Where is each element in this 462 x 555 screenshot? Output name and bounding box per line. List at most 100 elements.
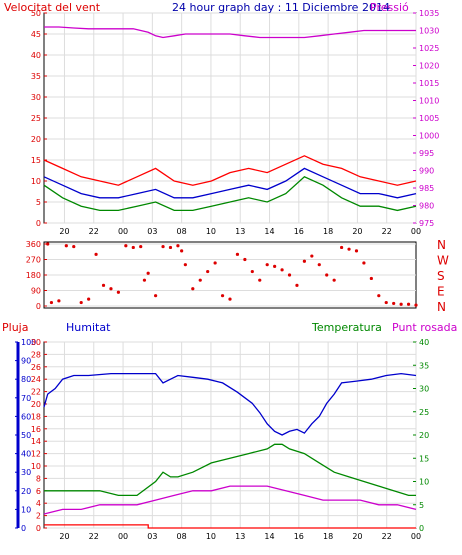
x-tick-label: 10 [206,227,216,236]
wind-speed-tick-label: 45 [31,30,41,39]
wind-speed-label: Velocitat del vent [4,1,101,14]
direction-point [273,264,277,268]
x-tick-label: 00 [411,227,421,236]
direction-tick-label: 0 [36,302,41,311]
pressure-line [44,26,416,39]
direction-point [87,297,91,301]
compass-label: W [437,254,449,268]
direction-tick-label: 180 [26,271,41,280]
direction-point [287,273,292,277]
pressure-tick-label: 1005 [419,114,439,123]
wind-speed-tick-label: 0 [36,219,41,228]
pressure-tick-label: 1015 [419,79,439,88]
direction-axis: 0 90 180 270 360 [26,240,47,311]
direction-point [310,254,314,258]
direction-point [220,294,225,298]
dewpoint-label: Punt rosada [392,321,457,334]
temperature-tick-label: 15 [419,454,429,463]
x-tick-label: 03 [147,532,157,541]
x-tick-label: 00 [118,532,128,541]
pressure-tick-label: 980 [419,202,434,211]
direction-point [384,300,388,305]
direction-point [347,247,351,251]
x-tick-label: 08 [177,227,187,236]
rain-tick-label: 10 [31,462,41,471]
x-tick-label: 20 [352,227,362,236]
pressure-tick-label: 985 [419,184,434,193]
wind-speed-axis: 0 5 10 15 20 25 30 35 40 45 50 [31,9,47,228]
direction-point [302,259,306,263]
direction-tick-label: 90 [31,287,41,296]
temperature-tick-label: 5 [419,501,424,510]
direction-point [235,252,240,256]
wind-speed-tick-label: 50 [31,9,41,18]
direction-point [213,261,217,265]
wind-speed-tick-label: 30 [31,93,41,102]
direction-tick-label: 270 [26,256,41,265]
temperature-tick-label: 40 [419,338,429,347]
direction-point [392,301,396,306]
wind-line-gust [43,155,417,186]
direction-point [317,263,321,267]
rain-tick-label: 22 [31,388,41,397]
x-tick-label: 16 [294,532,304,541]
direction-point [206,269,210,274]
pressure-tick-label: 1025 [419,44,439,53]
direction-point [49,300,54,305]
direction-point [176,244,180,248]
wind-grid [44,12,417,224]
pressure-tick-label: 1010 [419,97,439,106]
x-tick-label: 13 [235,532,245,541]
pressure-tick-label: 1030 [419,27,439,36]
pressure-tick-label: 990 [419,167,434,176]
wind-x-axis: 20 22 00 03 08 10 13 14 16 18 20 22 00 [59,227,421,236]
humidity-tick-label: 100 [21,338,36,347]
x-tick-label: 22 [382,227,392,236]
series-line-Temperatura [44,443,416,497]
x-tick-label: 22 [382,532,392,541]
humidity-tick-label: 70 [21,394,31,403]
humidity-tick-label: 90 [21,357,31,366]
rain-tick-label: 12 [31,450,41,459]
humidity-x-axis: 20 22 00 03 08 10 13 14 16 18 20 22 00 [59,532,421,541]
x-tick-label: 13 [235,227,245,236]
direction-point [183,263,187,267]
compass-label: S [437,269,445,283]
direction-point [101,283,106,287]
direction-point [198,278,202,282]
direction-point [139,244,143,249]
temperature-tick-label: 0 [419,524,424,533]
humidity-series [43,372,417,529]
direction-point [406,302,411,306]
compass-label: E [437,285,445,299]
series-line-Punt rosada [43,485,417,515]
wind-speed-tick-label: 15 [31,156,41,165]
humidity-tick-label: 10 [21,505,31,514]
wind-speed-tick-label: 40 [31,51,41,60]
humidity-tick-label: 30 [21,468,31,477]
pressure-label: Pressió [370,1,409,14]
temperature-tick-label: 30 [419,385,429,394]
rain-tick-label: 24 [31,375,41,384]
compass-label: N [437,300,446,314]
rain-tick-label: 14 [31,437,41,446]
rain-tick-label: 4 [36,499,41,508]
x-tick-label: 22 [89,227,99,236]
x-tick-label: 18 [323,532,333,541]
direction-point [399,302,403,306]
humidity-axis: 0 10 20 30 40 50 60 70 80 90 100 [15,338,36,533]
x-tick-label: 20 [59,227,69,236]
wind-series [43,26,417,212]
humidity-tick-label: 0 [21,524,26,533]
humidity-tick-label: 40 [21,450,31,459]
direction-point [94,252,98,256]
humidity-label: Humitat [66,321,111,334]
x-tick-label: 14 [264,532,274,541]
direction-point [332,278,336,282]
wind-line-average [43,167,417,199]
direction-point [168,245,173,250]
direction-point [180,249,184,253]
